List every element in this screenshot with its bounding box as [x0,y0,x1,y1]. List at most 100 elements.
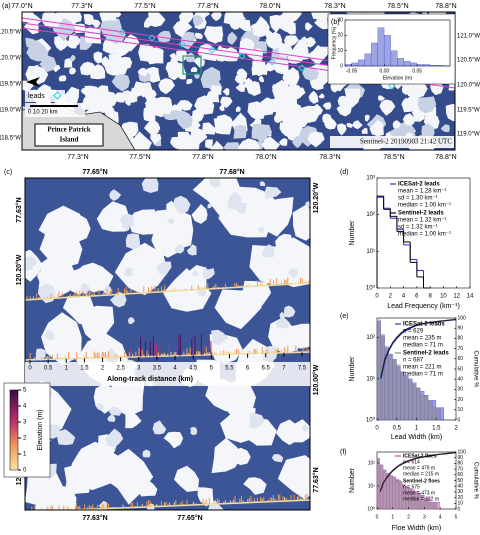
legend-stat: mean = 479 m [403,465,435,471]
ice-floe [156,261,172,277]
ice-floe [191,269,199,277]
lead-marker [178,40,186,48]
ice-floe [324,116,337,130]
lead-marker [148,34,156,42]
north-arrow [26,77,40,87]
y2-tick-label: 50 [458,366,464,372]
bar [411,490,415,510]
legend-stat: median = 222 m [403,496,439,502]
lat-label: 78.0°N [259,2,280,10]
ice-floe [251,124,273,144]
legend-entry: ICESat-2 floes [403,453,437,459]
ice-floe [247,101,265,121]
zoom-box [182,55,202,75]
ice-floe [417,96,437,114]
ice-floe [174,244,185,254]
ice-floe [275,233,293,252]
x-tick-label: 4 [402,294,406,300]
ice-floe [266,98,283,113]
side-label: 120.20°W [15,254,23,285]
ice-floe [204,26,223,44]
ice-floe [278,138,288,146]
ice-floe [222,87,230,96]
ice-floe [190,67,198,73]
ice-floe [152,420,167,435]
ice-floe [156,30,172,43]
ice-floe [158,78,175,95]
bar [395,479,399,510]
ice-floe [182,265,207,290]
ice-floe [233,124,247,139]
ice-floe [346,123,354,128]
ice-floe [194,73,200,79]
legend-entry: ICESat-2 leads [398,182,440,188]
legend-entry: Sentinel-2 leads [403,351,449,357]
ice-floe [282,69,300,86]
ice-floe [235,106,241,112]
y2-tick-label: 50 [458,478,464,484]
ice-floe [175,110,193,130]
frame-c [24,177,311,511]
lat-label: 77.8°N [192,153,213,161]
y2-tick-label: 20 [458,495,464,501]
lat-label: 78.8°N [435,153,456,161]
bar [403,61,411,67]
bar [357,59,365,67]
bar [424,395,429,421]
lead-marker [388,82,396,90]
x-tick-label: 0.05 [412,68,422,74]
ice-floe [233,202,247,215]
x-axis-label: Lead Frequency (km⁻¹) [387,303,460,310]
bar [392,477,396,510]
bar [420,395,425,421]
ice-floe [176,100,193,111]
panel-label: (a) [2,3,11,10]
ice-floe [252,16,270,38]
ice-floe [101,56,110,68]
ice-floe [62,213,91,243]
ice-floe [249,413,265,429]
bar [421,494,425,510]
lead-marker [298,64,306,72]
ice-floe [145,47,164,65]
bar [436,501,441,510]
ice-floe [26,39,49,62]
distance-tick-label: 7.5 [298,366,307,372]
x-tick-label: 5 [455,514,458,520]
ice-floe [99,12,117,22]
ice-floe [217,45,223,51]
y-axis-label: Number [349,356,356,382]
legend-stat: n = 629 [403,329,424,335]
ice-floe [211,437,241,474]
bar [408,488,412,510]
lat-label: 78.5°N [387,2,408,10]
bar [416,387,421,421]
ice-floe [223,142,241,150]
legend-stat: n = 675 [403,484,420,490]
bar [428,400,433,421]
lon-label: 119.0°W [0,108,21,114]
ice-floe [227,31,238,45]
panel-label: (e) [340,313,349,320]
panel-label: (f) [340,449,347,456]
island-label: Prince Patrick [47,126,90,134]
legend-stat: median = 71 m [403,343,443,349]
lat-label: 77.8°N [197,2,218,10]
ice-floe [147,12,166,27]
bar [417,492,422,510]
cumulative-line [379,452,457,492]
lon-label: 120.0°W [457,83,480,89]
ice-floe [96,402,104,411]
legend-stat: mean = 221 m [403,365,442,371]
ice-floe [112,40,131,57]
ice-floe [35,348,46,361]
y-tick-label: 10² [366,212,375,218]
ice-floe [137,67,148,76]
legend-stat: sd = 1.30 km⁻¹ [398,196,438,202]
bar [408,380,413,421]
ice-floe [110,291,127,308]
x-tick-label: 0.5 [393,426,402,432]
y2-tick-label: 60 [458,472,464,478]
bar [396,364,401,421]
legend-stat: mean = 1.28 km⁻¹ [398,189,446,195]
